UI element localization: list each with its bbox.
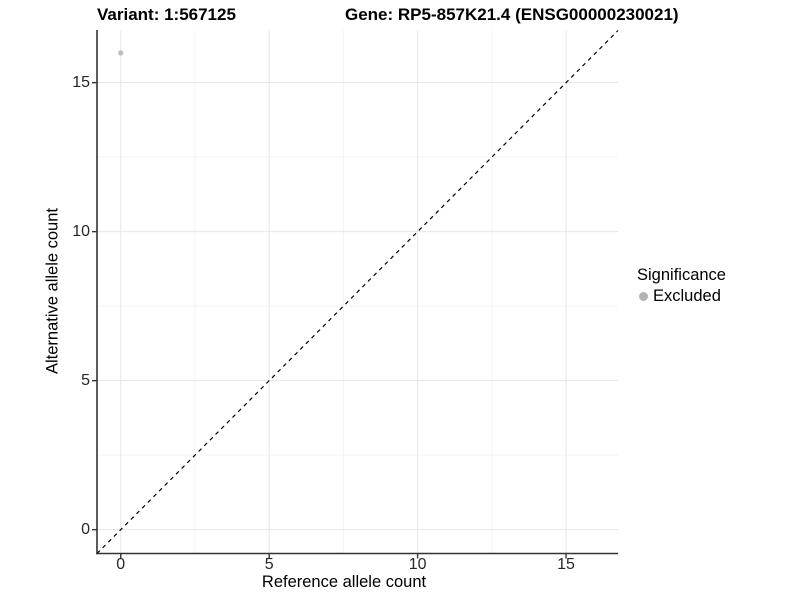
legend-item-label: Excluded — [653, 287, 721, 305]
data-point — [118, 50, 124, 56]
y-tick-label: 15 — [72, 73, 90, 91]
legend-item-excluded: Excluded — [639, 287, 726, 306]
x-tick-label: 15 — [557, 556, 575, 573]
y-tick-label: 10 — [72, 222, 90, 240]
legend-marker-circle-icon — [639, 292, 648, 301]
x-axis-label: Reference allele count — [261, 573, 427, 591]
plot-panel — [92, 30, 619, 559]
legend-title: Significance — [637, 266, 726, 284]
plot-title-gene: Gene: RP5-857K21.4 (ENSG00000230021) — [345, 5, 679, 24]
y-tick-label: 5 — [81, 371, 90, 389]
y-tick-label: 0 — [81, 520, 90, 538]
plot-title-variant: Variant: 1:567125 — [97, 5, 236, 24]
y-axis-label: Alternative allele count — [43, 208, 62, 375]
x-tick-label: 5 — [264, 556, 274, 573]
legend: Significance Excluded — [637, 266, 726, 306]
identity-dashed-line — [96, 30, 619, 554]
x-tick-label: 10 — [408, 556, 427, 573]
x-tick-label: 0 — [116, 556, 126, 573]
